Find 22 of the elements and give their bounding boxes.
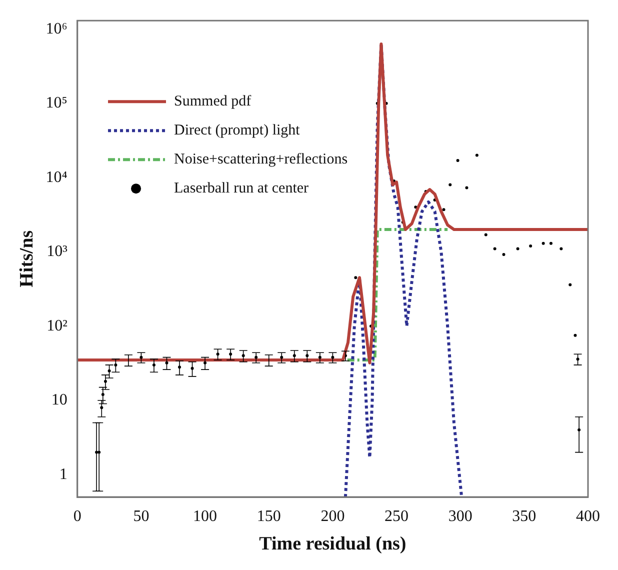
x-tick-label: 150 [256, 508, 281, 525]
legend-label: Laserball run at center [174, 180, 309, 197]
y-tick-label: 10⁴ [46, 168, 68, 186]
x-tick-label: 300 [448, 508, 472, 525]
x-tick-label: 50 [133, 508, 150, 525]
y-tick-label: 10 [51, 392, 68, 409]
x-tick-label: 350 [512, 508, 536, 525]
x-tick-label: 200 [320, 508, 345, 525]
x-axis-title: Time residual (ns) [259, 534, 406, 555]
y-tick-label: 10⁶ [46, 20, 68, 38]
y-tick-label: 1 [59, 466, 68, 483]
x-tick-label: 100 [193, 508, 218, 525]
y-tick-label: 10⁵ [46, 94, 68, 112]
x-tick-label: 250 [384, 508, 409, 525]
y-axis-title: Hits/ns [16, 230, 38, 288]
legend-label: Direct (prompt) light [174, 122, 301, 139]
y-tick-label: 10³ [46, 243, 68, 260]
y-tick-label: 10² [46, 317, 68, 334]
x-tick-label: 400 [576, 508, 600, 525]
legend-label: Summed pdf [174, 94, 252, 110]
x-tick-label: 0 [73, 508, 82, 525]
legend-label: Noise+scattering+reflections [174, 152, 348, 168]
